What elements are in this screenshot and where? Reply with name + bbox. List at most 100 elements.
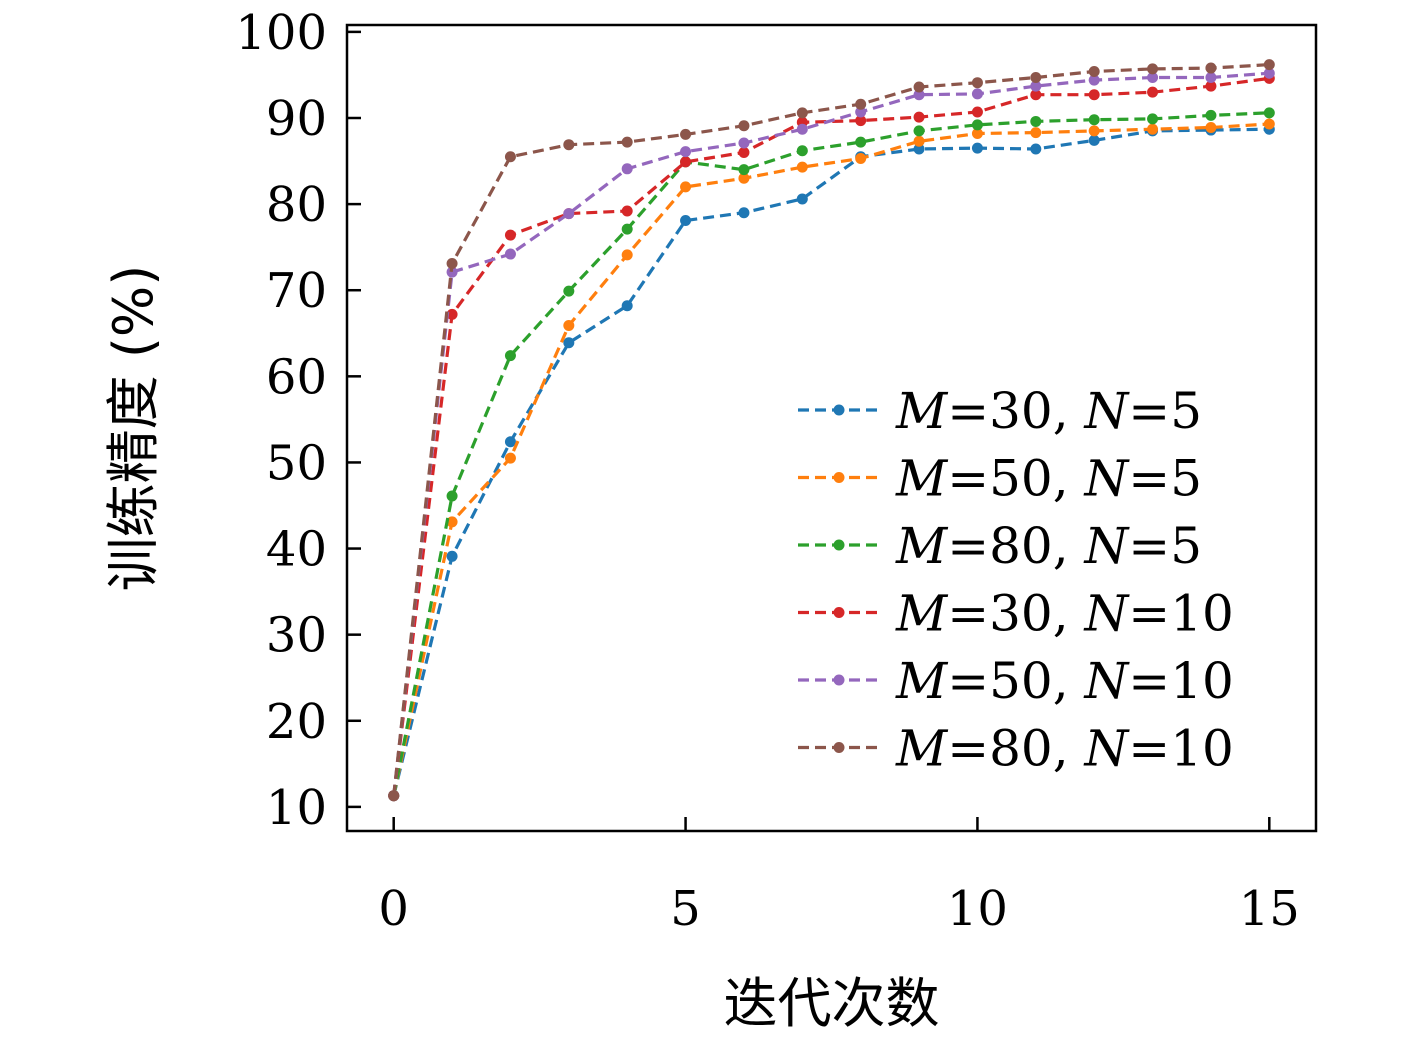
data-point: [738, 172, 750, 184]
data-point: [913, 81, 925, 93]
data-point: [796, 107, 808, 119]
y-tick-label: 70: [266, 263, 327, 319]
x-axis-label: 迭代次数: [724, 972, 940, 1035]
data-point: [913, 135, 925, 147]
data-point: [971, 88, 983, 100]
data-point: [738, 164, 750, 176]
data-point: [446, 258, 458, 270]
legend: M=30, N=5 M=50, N=5 M=80, N=5 M=30, N=10 M=5…: [798, 382, 1234, 778]
legend-swatch-marker: [833, 742, 845, 753]
data-point: [1205, 121, 1217, 133]
legend-label: M=80, N=5: [895, 517, 1202, 575]
data-point: [1088, 134, 1100, 146]
data-point: [913, 143, 925, 155]
plot-area: [388, 59, 1275, 802]
data-point: [1088, 66, 1100, 77]
data-point: [680, 156, 692, 168]
data-point: [738, 146, 750, 158]
series-5: [388, 67, 1275, 802]
data-point: [1263, 118, 1275, 130]
series-3: [388, 107, 1275, 802]
legend-item: M=30, N=5: [798, 382, 1202, 440]
y-tick-label: 90: [266, 91, 327, 147]
data-point: [621, 205, 633, 217]
data-point: [680, 146, 692, 158]
data-point: [855, 106, 867, 118]
data-point: [855, 136, 867, 148]
data-point: [680, 181, 692, 193]
legend-swatch-marker: [833, 674, 845, 686]
axis-ticks: 0 5 10 15 10 20 30 40 50 60 70 80 90 100: [235, 5, 1299, 937]
x-tick-label: 15: [1239, 881, 1300, 937]
data-point: [1030, 143, 1042, 155]
legend-item: M=50, N=10: [798, 652, 1234, 710]
data-point: [855, 152, 867, 164]
data-point: [1147, 63, 1159, 75]
y-tick-label: 80: [266, 177, 327, 233]
data-point: [621, 223, 633, 235]
legend-swatch-marker: [833, 404, 845, 416]
data-point: [1147, 86, 1159, 98]
data-point: [913, 111, 925, 123]
data-point: [446, 550, 458, 562]
legend-label: M=30, N=5: [895, 382, 1202, 440]
data-point: [971, 77, 983, 89]
data-point: [1205, 72, 1217, 84]
data-point: [913, 125, 925, 137]
data-point: [1263, 107, 1275, 119]
data-point: [446, 490, 458, 502]
data-point: [1147, 113, 1159, 125]
data-point: [1088, 89, 1100, 101]
data-point: [855, 98, 867, 110]
series-6: [388, 59, 1275, 802]
series-line: [392, 71, 1270, 796]
data-point: [796, 193, 808, 205]
data-point: [738, 207, 750, 219]
data-point: [504, 436, 516, 448]
series-line: [392, 122, 1270, 797]
y-tick-label: 20: [266, 694, 327, 750]
legend-label: M=50, N=10: [895, 652, 1234, 710]
data-point: [504, 350, 516, 362]
data-point: [504, 229, 516, 241]
series-line: [392, 111, 1270, 797]
data-point: [388, 790, 400, 802]
data-point: [680, 128, 692, 140]
data-point: [504, 248, 516, 260]
data-point: [971, 128, 983, 139]
y-axis-label: 训练精度 (%): [102, 265, 165, 592]
data-point: [971, 119, 983, 131]
legend-item: M=30, N=10: [798, 585, 1234, 643]
data-point: [738, 120, 750, 132]
y-tick-label: 60: [266, 349, 327, 405]
data-point: [504, 452, 516, 464]
data-point: [446, 266, 458, 278]
y-tick-label: 40: [266, 522, 327, 578]
data-point: [1030, 80, 1042, 92]
data-point: [621, 300, 633, 312]
x-tick-label: 0: [378, 881, 409, 937]
data-point: [563, 337, 575, 349]
data-point: [1030, 127, 1042, 139]
data-point: [1088, 114, 1100, 126]
legend-swatch-marker: [833, 539, 845, 551]
x-tick-label: 10: [947, 881, 1008, 937]
plot-frame: [345, 23, 1318, 833]
data-point: [971, 142, 983, 154]
data-point: [913, 89, 925, 101]
legend-label: M=30, N=10: [895, 585, 1234, 643]
data-point: [504, 151, 516, 163]
data-point: [1147, 123, 1159, 135]
data-point: [796, 161, 808, 173]
data-point: [1030, 115, 1042, 127]
legend-label: M=50, N=5: [895, 450, 1202, 508]
data-point: [1263, 59, 1275, 71]
data-point: [796, 123, 808, 135]
data-point: [446, 516, 458, 528]
data-point: [446, 308, 458, 320]
series-line: [392, 127, 1270, 797]
y-tick-label: 50: [266, 435, 327, 491]
data-point: [563, 208, 575, 220]
data-point: [680, 214, 692, 226]
